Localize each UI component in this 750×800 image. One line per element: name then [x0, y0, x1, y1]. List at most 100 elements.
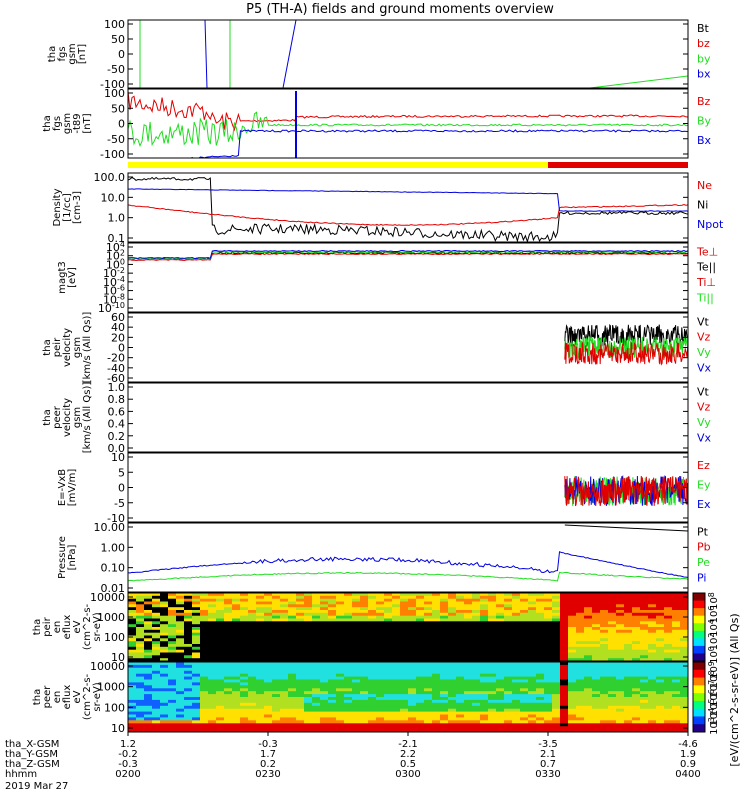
heatmap-cell: [136, 598, 145, 603]
heatmap-cell: [600, 641, 609, 645]
heatmap-cell: [160, 702, 169, 707]
heatmap-cell: [304, 699, 313, 704]
heatmap-cell: [128, 641, 137, 645]
heatmap-cell: [384, 691, 393, 695]
heatmap-cell: [464, 649, 473, 654]
heatmap-cell: [640, 691, 649, 695]
heatmap-cell: [224, 595, 233, 600]
heatmap-cell: [240, 691, 249, 695]
heatmap-cell: [216, 670, 225, 675]
heatmap-cell: [408, 604, 417, 608]
heatmap-cell: [264, 601, 273, 605]
heatmap-cell: [264, 652, 273, 656]
y-tick-label: 0: [118, 118, 125, 131]
heatmap-cell: [144, 629, 153, 634]
heatmap-cell: [472, 729, 481, 732]
heatmap-cell: [376, 618, 385, 622]
heatmap-cell: [296, 676, 305, 681]
heatmap-cell: [432, 729, 441, 732]
heatmap-cell: [352, 641, 361, 645]
heatmap-cell: [328, 649, 337, 654]
y-axis-label: thapeirvelocitygsm[km/s (All Qs)]: [42, 312, 93, 384]
heatmap-cell: [368, 702, 377, 707]
heatmap-cell: [176, 662, 185, 666]
heatmap-cell: [632, 673, 641, 678]
heatmap-cell: [288, 649, 297, 654]
heatmap-cell: [312, 694, 321, 698]
heatmap-cell: [200, 685, 209, 689]
heatmap-cell: [624, 638, 633, 642]
heatmap-cell: [344, 632, 353, 637]
heatmap-cell: [168, 644, 177, 648]
heatmap-cell: [304, 649, 313, 654]
heatmap-cell: [632, 618, 641, 622]
heatmap-cell: [456, 691, 465, 695]
heatmap-cell: [664, 658, 673, 661]
heatmap-cell: [264, 688, 273, 692]
heatmap-cell: [408, 717, 417, 721]
heatmap-cell: [296, 604, 305, 608]
heatmap-cell: [256, 694, 265, 698]
heatmap-cell: [600, 635, 609, 639]
heatmap-cell: [616, 662, 625, 666]
heatmap-cell: [504, 629, 513, 634]
heatmap-cell: [312, 720, 321, 724]
heatmap-cell: [272, 711, 281, 716]
heatmap-cell: [648, 723, 657, 727]
heatmap-cell: [488, 607, 497, 611]
heatmap-cell: [424, 667, 433, 672]
heatmap-cell: [496, 662, 505, 666]
heatmap-cell: [608, 635, 617, 639]
heatmap-cell: [312, 649, 321, 654]
heatmap-cell: [600, 702, 609, 707]
heatmap-cell: [624, 629, 633, 634]
heatmap-cell: [424, 641, 433, 645]
heatmap-cell: [672, 598, 681, 603]
heatmap-cell: [536, 688, 545, 692]
heatmap-cell: [568, 632, 577, 637]
heatmap-cell: [432, 618, 441, 622]
heatmap-cell: [648, 708, 657, 713]
heatmap-cell: [600, 649, 609, 654]
heatmap-cell: [600, 714, 609, 718]
heatmap-cell: [312, 685, 321, 689]
heatmap-cell: [400, 641, 409, 645]
heatmap-cell: [384, 635, 393, 639]
heatmap-cell: [168, 646, 177, 651]
heatmap-cell: [672, 615, 681, 620]
heatmap-cell: [256, 646, 265, 651]
heatmap-cell: [184, 658, 193, 661]
y-tick-label: 10000: [90, 591, 125, 604]
heatmap-cell: [288, 652, 297, 656]
heatmap-cell: [176, 644, 185, 648]
heatmap-cell: [576, 667, 585, 672]
heatmap-cell: [432, 685, 441, 689]
heatmap-cell: [216, 676, 225, 681]
heatmap-cell: [648, 711, 657, 716]
heatmap-cell: [680, 624, 688, 628]
heatmap-cell: [144, 705, 153, 710]
heatmap-cell: [336, 612, 345, 617]
series-bx-ramp: [282, 20, 297, 88]
heatmap-cell: [648, 638, 657, 642]
heatmap-cell: [472, 697, 481, 701]
heatmap-cell: [128, 664, 137, 669]
heatmap-cell: [400, 667, 409, 672]
heatmap-cell: [616, 720, 625, 724]
heatmap-cell: [536, 632, 545, 637]
heatmap-cell: [136, 595, 145, 600]
heatmap-cell: [504, 612, 513, 617]
heatmap-cell: [640, 612, 649, 617]
heatmap-cell: [304, 720, 313, 724]
heatmap-cell: [232, 612, 241, 617]
heatmap-cell: [240, 627, 249, 631]
heatmap-cell: [200, 612, 209, 617]
heatmap-cell: [344, 658, 353, 661]
heatmap-cell: [680, 638, 688, 642]
heatmap-cell: [448, 655, 457, 659]
heatmap-cell: [168, 691, 177, 695]
heatmap-cell: [568, 646, 577, 651]
heatmap-cell: [640, 729, 649, 732]
heatmap-cell: [336, 615, 345, 620]
heatmap-cell: [240, 601, 249, 605]
